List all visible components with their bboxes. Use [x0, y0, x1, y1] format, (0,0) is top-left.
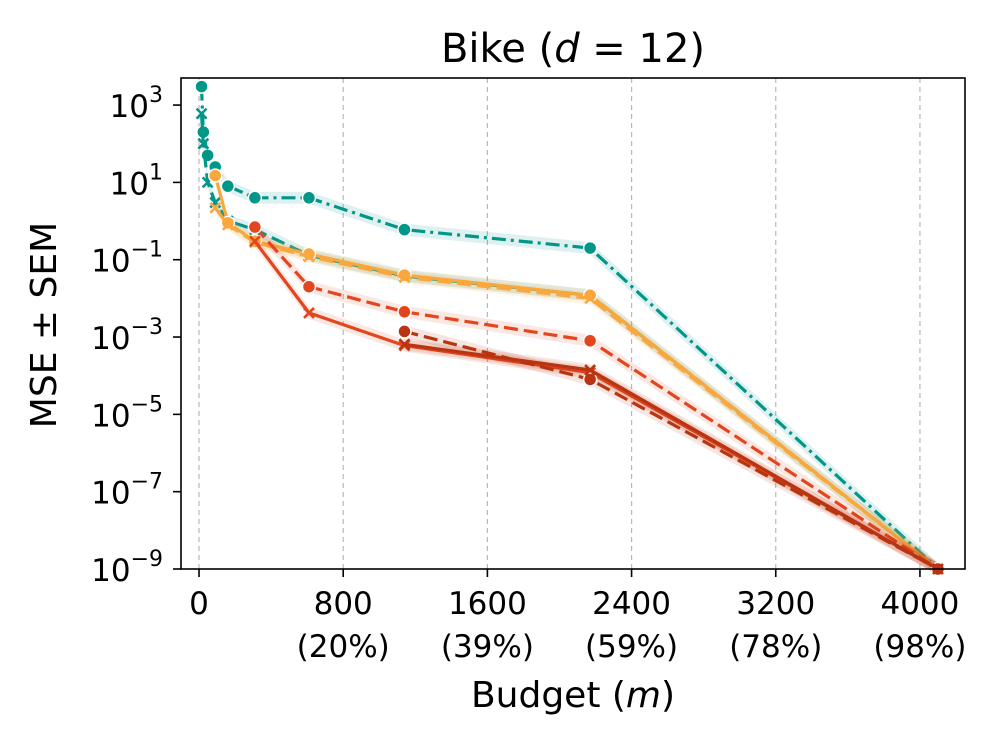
series-red-solid-cross — [248, 235, 944, 576]
data-point — [301, 279, 317, 294]
x-tick-sublabel: (98%) — [873, 629, 966, 665]
data-point — [398, 338, 411, 351]
series-red-dashed-circle — [247, 219, 946, 577]
sem-band — [215, 201, 938, 576]
series-layer — [194, 79, 946, 577]
data-point — [397, 324, 412, 339]
y-tick-label: 103 — [110, 83, 163, 125]
data-point — [221, 218, 234, 231]
data-point — [582, 240, 598, 256]
sem-band — [215, 169, 938, 575]
x-tick-label: 2400 — [592, 586, 671, 622]
data-point — [303, 250, 315, 263]
data-point — [209, 201, 222, 214]
series-line — [404, 342, 939, 571]
y-axis-title: MSE ± SEM — [24, 222, 65, 428]
data-point — [584, 364, 597, 376]
plot-frame — [180, 77, 966, 570]
series-line — [253, 240, 939, 571]
data-point — [195, 107, 208, 120]
series-orange-dashed-cross — [209, 201, 944, 576]
data-point — [197, 137, 210, 150]
sem-band — [404, 338, 938, 575]
data-point — [397, 304, 412, 320]
data-point — [301, 190, 317, 206]
series-darkred-solid-cross — [398, 338, 944, 575]
chart-title: Bike (d = 12) — [441, 26, 705, 72]
x-tick-sublabel: (59%) — [585, 629, 678, 665]
data-point — [582, 372, 598, 387]
data-point — [220, 178, 236, 194]
x-tick-sublabel: (39%) — [441, 629, 534, 665]
y-tick-label: 101 — [110, 160, 163, 202]
series-line — [199, 86, 940, 571]
data-point — [584, 292, 597, 305]
x-tick-label: 1600 — [448, 586, 527, 622]
data-point — [303, 307, 315, 319]
data-point — [398, 271, 411, 284]
x-tick-sublabel: (20%) — [297, 629, 390, 665]
sem-band — [254, 235, 938, 576]
data-point — [582, 333, 598, 349]
series-line — [253, 225, 939, 571]
x-tick-label: 0 — [189, 586, 209, 622]
axis-ticks: 0 800 (20%) 1600 (39%) 2400 (59%) 3200 (78%) 4000… — [91, 83, 966, 665]
data-point — [194, 79, 209, 94]
y-tick-label: 10−7 — [91, 470, 163, 512]
data-point — [247, 219, 263, 235]
sem-band — [254, 221, 938, 575]
x-tick-label: 800 — [314, 586, 373, 622]
y-tick-label: 10−1 — [91, 238, 163, 280]
y-tick-label: 10−3 — [91, 315, 163, 357]
x-tick-sublabel: (78%) — [729, 629, 822, 665]
y-tick-label: 10−5 — [91, 392, 163, 434]
y-tick-label: 10−9 — [91, 547, 163, 589]
data-point — [397, 222, 412, 237]
x-axis-title: Budget (m) — [471, 675, 675, 716]
data-point — [247, 190, 263, 206]
x-tick-label: 4000 — [880, 586, 959, 622]
x-tick-label: 3200 — [736, 586, 815, 622]
data-point — [248, 235, 261, 248]
data-point — [207, 168, 223, 183]
